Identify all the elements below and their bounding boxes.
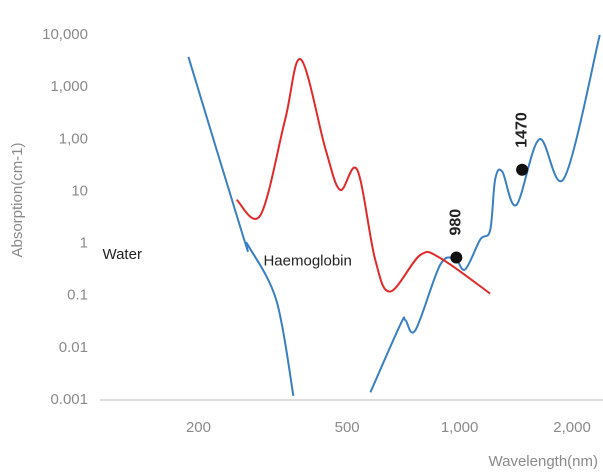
- x-tick-label: 500: [335, 419, 360, 436]
- y-tick-label: 1,000: [50, 78, 88, 95]
- series-label: Haemoglobin: [263, 253, 351, 270]
- series-label: Water: [102, 246, 141, 263]
- series-line: [187, 34, 601, 397]
- y-tick-label: 0.1: [67, 287, 88, 304]
- marker-label: 1470: [513, 112, 530, 148]
- y-tick-label: 1,00: [59, 130, 88, 147]
- series-line: [235, 58, 491, 295]
- marker: [516, 163, 529, 176]
- x-tick-label: 2,000: [553, 419, 591, 436]
- y-tick-label: 10: [71, 182, 88, 199]
- marker-label: 980: [448, 209, 465, 236]
- y-tick-label: 0.01: [59, 339, 88, 356]
- y-tick-label: 1: [80, 235, 88, 252]
- marker: [450, 251, 463, 264]
- y-axis-label: Absorption(cm-1): [9, 142, 26, 257]
- x-axis-label: Wavelength(nm): [489, 453, 598, 470]
- x-tick-label: 1,000: [441, 419, 479, 436]
- x-tick-label: 200: [186, 419, 211, 436]
- y-tick-label: 10,000: [42, 26, 88, 43]
- y-tick-label: 0.001: [50, 391, 88, 408]
